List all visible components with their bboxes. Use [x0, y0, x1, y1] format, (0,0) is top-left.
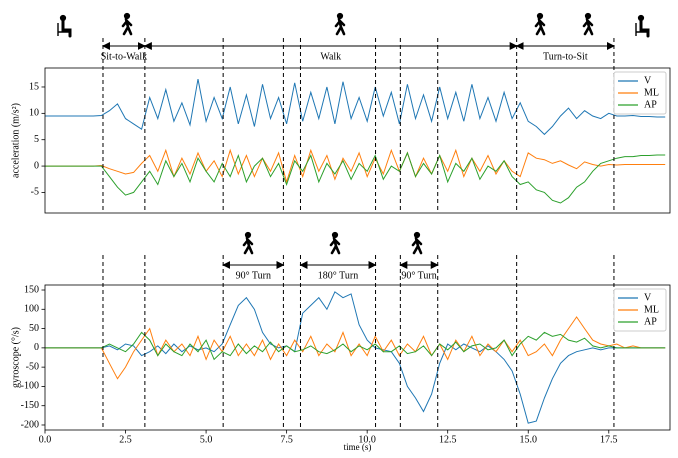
phase-label: Sit-to-Walk	[101, 51, 147, 62]
y-axis-label: gyroscope (°/s)	[10, 327, 21, 388]
x-tick-label: 17.5	[600, 434, 618, 445]
y-axis-label: acceleration (m/s²)	[10, 103, 21, 178]
legend-label: AP	[644, 99, 657, 110]
y-tick-label: -5	[31, 187, 39, 198]
y-tick-label: -200	[21, 419, 39, 430]
x-axis-label: time (s)	[344, 442, 372, 452]
y-tick-label: 100	[24, 304, 39, 315]
x-tick-label: 12.5	[439, 434, 457, 445]
x-tick-label: 5.0	[200, 434, 213, 445]
series-line	[45, 148, 666, 184]
y-tick-label: -150	[21, 400, 39, 411]
phase-label: 90° Turn	[401, 270, 436, 281]
series-line	[45, 331, 666, 361]
y-tick-label: 0	[34, 160, 39, 171]
y-tick-label: 10	[29, 108, 39, 119]
y-tick-label: -50	[26, 361, 39, 372]
phase-label: Walk	[320, 51, 341, 62]
x-tick-label: 0.0	[39, 434, 52, 445]
series-line	[45, 316, 666, 380]
plot-frame	[44, 67, 671, 214]
legend-label: ML	[644, 304, 659, 315]
phase-label: 180° Turn	[318, 270, 358, 281]
legend-box	[613, 288, 667, 332]
y-tick-label: -100	[21, 381, 39, 392]
plot-frame	[44, 284, 671, 431]
legend-label: V	[644, 292, 652, 303]
y-tick-label: 50	[29, 323, 39, 334]
x-tick-label: 2.5	[119, 434, 132, 445]
x-tick-label: 10.0	[358, 434, 376, 445]
series-line	[45, 79, 666, 136]
y-tick-label: 5	[34, 134, 39, 145]
icons	[56, 12, 651, 255]
series-line	[45, 291, 666, 424]
x-tick-label: 7.5	[280, 434, 293, 445]
legend-box	[613, 71, 667, 115]
legend-label: V	[644, 75, 652, 86]
phase-label: Turn-to-Sit	[543, 51, 588, 62]
legend-label: ML	[644, 87, 659, 98]
x-tick-label: 15.0	[519, 434, 537, 445]
y-tick-label: 15	[29, 81, 39, 92]
phase-label: 90° Turn	[236, 270, 271, 281]
y-tick-label: 0	[34, 342, 39, 353]
y-tick-label: 150	[24, 284, 39, 295]
series-line	[45, 151, 666, 204]
legend-label: AP	[644, 316, 657, 327]
